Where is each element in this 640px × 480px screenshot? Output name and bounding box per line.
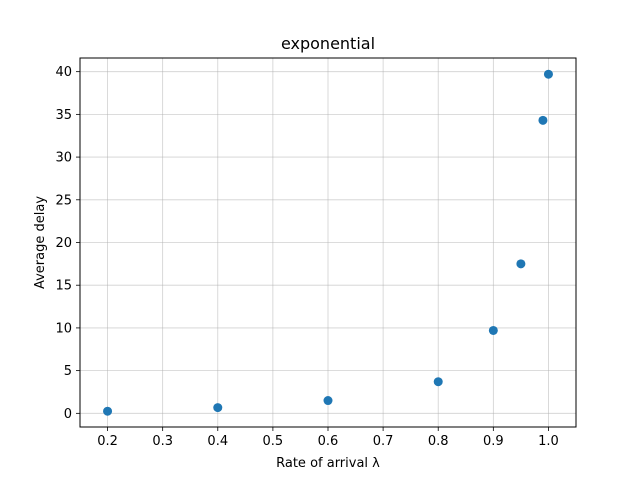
x-tick-label: 0.7	[373, 434, 394, 449]
y-axis-label: Average delay	[33, 196, 48, 289]
data-point	[488, 325, 498, 335]
x-tick-label: 0.3	[152, 434, 173, 449]
y-tick-label: 20	[55, 236, 72, 251]
x-tick-label: 0.5	[263, 434, 284, 449]
y-tick-label: 35	[55, 108, 72, 123]
x-axis-label: Rate of arrival λ	[276, 456, 380, 471]
grid-lines	[80, 58, 576, 427]
data-point	[516, 259, 526, 269]
data-point	[538, 115, 548, 125]
axis-ticks: 0.2 0.3 0.4 0.5 0.6 0.7 0.8 0.9 1.0 0 5 10 15 20 25 30 3…	[55, 65, 558, 449]
data-points	[103, 69, 553, 416]
x-tick-label: 1.0	[538, 434, 559, 449]
y-tick-label: 5	[64, 364, 72, 379]
data-point	[323, 396, 333, 406]
y-tick-label: 0	[64, 407, 72, 422]
plot-frame	[79, 57, 577, 428]
x-tick-label: 0.6	[318, 434, 339, 449]
data-point	[213, 403, 223, 413]
x-tick-label: 0.4	[207, 434, 228, 449]
data-point	[433, 377, 443, 387]
y-tick-label: 25	[55, 193, 72, 208]
y-tick-label: 10	[55, 321, 72, 336]
y-tick-label: 40	[55, 65, 72, 80]
y-tick-label: 30	[55, 151, 72, 166]
data-point	[103, 406, 113, 416]
chart-title: exponential	[281, 34, 375, 53]
x-tick-label: 0.9	[483, 434, 504, 449]
y-tick-label: 15	[55, 279, 72, 294]
x-tick-label: 0.8	[428, 434, 449, 449]
data-point	[543, 69, 553, 79]
x-tick-label: 0.2	[97, 434, 118, 449]
